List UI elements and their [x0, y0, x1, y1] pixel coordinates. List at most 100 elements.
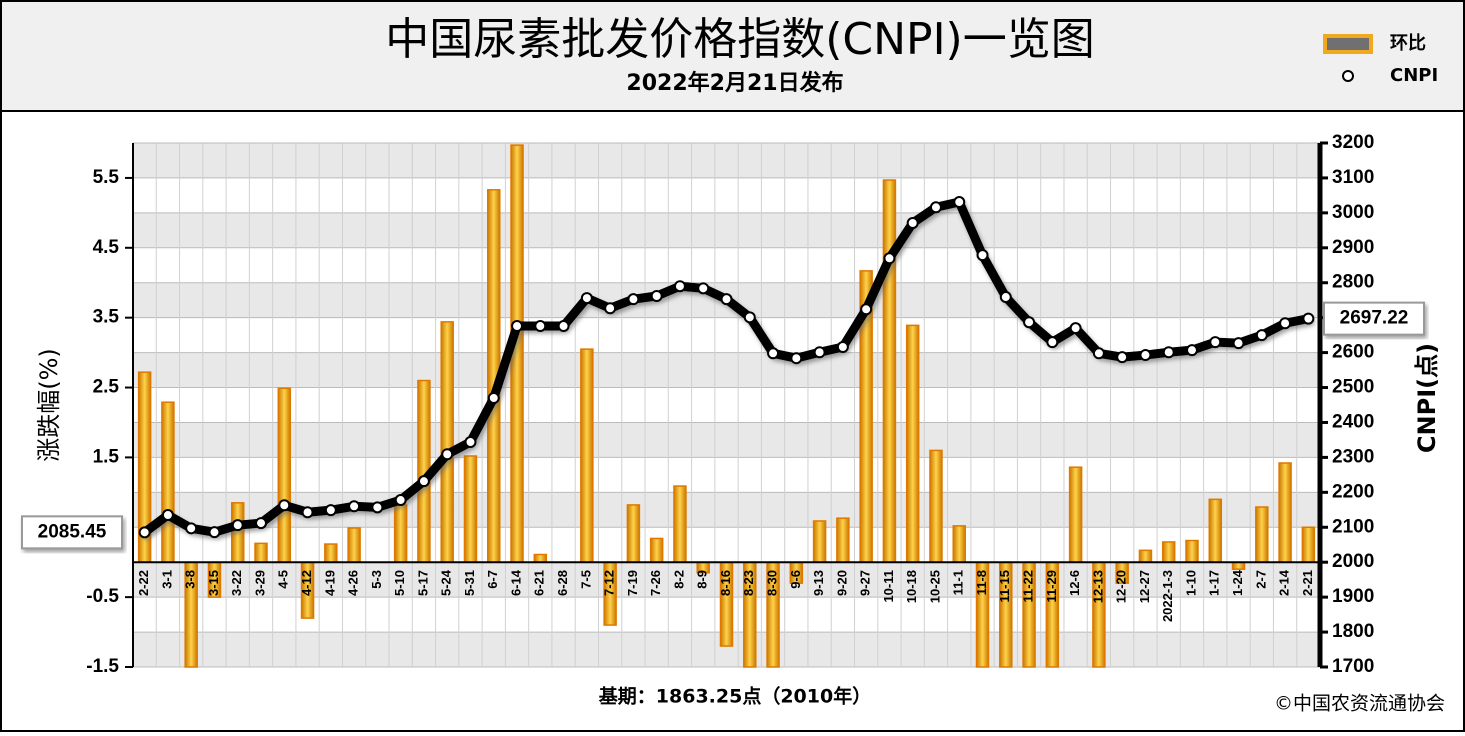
bar [1185, 539, 1199, 563]
x-tick-label: 11-8 [974, 570, 989, 595]
bar [277, 387, 292, 563]
x-tick-label: 12-20 [1114, 570, 1129, 603]
bar [440, 321, 454, 563]
bar [580, 348, 594, 563]
line-point [627, 293, 640, 306]
x-tick-label: 3-22 [229, 570, 244, 596]
y-tick-label: 1.5 [93, 446, 120, 467]
x-tick-label: 11-22 [1021, 570, 1036, 603]
y-tick-label: 4.5 [93, 237, 120, 258]
y-tick-label: 2.5 [93, 377, 120, 398]
bar [1301, 526, 1316, 563]
line-point [1232, 337, 1245, 350]
x-tick-label: 9-20 [834, 570, 849, 596]
line-point [231, 519, 244, 532]
line-point [953, 196, 966, 209]
bar [929, 449, 943, 563]
y-tick-label: 5.5 [93, 167, 120, 188]
legend-swatch [1323, 34, 1373, 54]
y2-tick-label: 2600 [1332, 342, 1374, 363]
line-point [348, 500, 361, 513]
y-axis-title: 涨跌幅(%) [35, 348, 63, 462]
line-point [464, 436, 477, 449]
x-tick-label: 6-7 [485, 570, 500, 589]
line-point [534, 320, 547, 333]
x-tick-label: 8-30 [764, 570, 779, 596]
y2-tick-label: 2200 [1332, 481, 1374, 502]
bar [1068, 466, 1083, 563]
line-point [511, 320, 524, 333]
x-tick-label: 11-29 [1044, 570, 1059, 603]
bar [161, 401, 175, 563]
bar [347, 527, 361, 563]
x-tick-label: 10-18 [904, 570, 919, 603]
data-label-box [1323, 301, 1425, 336]
x-tick-label: 10-11 [881, 570, 896, 603]
bar [626, 504, 641, 563]
x-tick-label: 10-25 [927, 570, 942, 603]
y2-tick-label: 2400 [1332, 411, 1374, 432]
legend-label: CNPI [1390, 65, 1438, 86]
line-point [1139, 349, 1152, 362]
y2-tick-label: 2500 [1332, 377, 1374, 398]
x-tick-label: 2022-1-3 [1160, 570, 1175, 622]
footnote: 基期：1863.25点（2010年） [598, 685, 871, 708]
bar [463, 455, 478, 563]
x-tick-label: 4-5 [276, 570, 291, 589]
x-tick-label: 8-16 [718, 570, 733, 596]
bar [393, 504, 408, 563]
legend-label: 环比 [1390, 33, 1426, 54]
y2-tick-label: 2100 [1332, 516, 1374, 537]
line-point [371, 501, 384, 514]
y-tick-label: -1.5 [86, 656, 119, 677]
x-tick-label: 8-23 [741, 570, 756, 596]
y2-tick-label: 2900 [1332, 237, 1374, 258]
y2-tick-label: 1700 [1332, 656, 1374, 677]
y-tick-label: -0.5 [86, 586, 119, 607]
line-point [906, 216, 919, 229]
line-point [1092, 347, 1105, 360]
grid-band [133, 143, 1320, 178]
y2-tick-label: 3100 [1332, 167, 1374, 188]
bar [1231, 561, 1246, 570]
line-point [720, 293, 733, 306]
bar [649, 537, 664, 563]
grid-band [133, 422, 1320, 458]
x-tick-label: 12-13 [1090, 570, 1105, 603]
line-point [487, 392, 500, 405]
x-tick-label: 4-19 [322, 570, 337, 596]
x-tick-label: 6-28 [555, 570, 570, 596]
line-point [255, 517, 268, 530]
line-point [324, 504, 337, 517]
x-tick-label: 3-8 [183, 570, 198, 589]
x-tick-label: 7-12 [602, 570, 617, 596]
y2-tick-label: 2000 [1332, 551, 1374, 572]
x-tick-label: 4-26 [346, 570, 361, 596]
line-point [138, 526, 151, 539]
x-tick-label: 3-29 [252, 570, 267, 596]
bar [1255, 506, 1269, 563]
title: 中国尿素批发价格指数(CNPI)一览图 [385, 14, 1094, 65]
x-tick-label: 7-19 [625, 570, 640, 596]
line-point [767, 347, 780, 360]
line-point [580, 292, 593, 305]
bar [836, 517, 850, 563]
x-tick-label: 7-5 [578, 570, 593, 589]
line-point [301, 506, 314, 519]
bar [673, 485, 687, 563]
x-tick-label: 12-6 [1067, 570, 1082, 596]
x-tick-label: 4-12 [299, 570, 314, 596]
y2-axis-title: CNPI(点) [1413, 343, 1441, 453]
x-tick-label: 5-31 [462, 570, 477, 596]
x-tick-label: 5-17 [415, 570, 430, 596]
bar [952, 525, 966, 563]
line-point [697, 282, 710, 295]
x-tick-label: 5-24 [439, 569, 454, 596]
line-point [394, 494, 407, 507]
x-tick-label: 6-21 [532, 570, 547, 596]
line-point [557, 320, 570, 333]
bar [1208, 498, 1223, 563]
bar [812, 520, 827, 563]
data-label: 2085.45 [38, 521, 107, 542]
x-tick-label: 2-22 [136, 570, 151, 596]
